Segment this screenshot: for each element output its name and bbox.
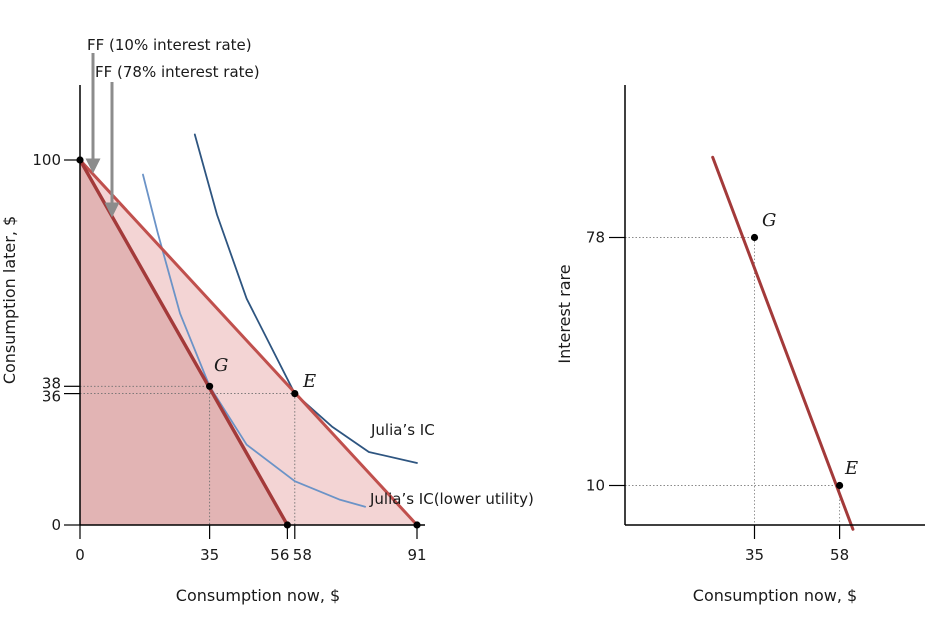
series-ff-78pct (78, 158, 290, 527)
point-x-intercept-10pct (413, 521, 421, 529)
point-e (291, 390, 299, 398)
annotation-ff-10pct: FF (10% interest rate) (87, 36, 252, 54)
y-tick-label: 36 (42, 388, 61, 406)
point-g (750, 233, 759, 242)
point-x-intercept-78pct (283, 521, 291, 529)
annotation-ff-78pct: FF (78% interest rate) (95, 63, 260, 81)
x-tick-label: 35 (200, 546, 219, 564)
point-y-intercept (76, 156, 84, 164)
x-ticks: 35 58 (745, 525, 849, 564)
annotation-julias-ic: Julia’s IC (370, 421, 435, 439)
right-chart: 10 78 35 58 G E Consumption now, $ Interes… (555, 85, 925, 605)
point-label-e: E (302, 371, 316, 392)
y-tick-label: 100 (32, 151, 61, 169)
annotation-julias-ic-lower-utility: Julia’s IC(lower utility) (369, 490, 534, 508)
point-label-e: E (844, 458, 858, 479)
x-axis-title: Consumption now, $ (176, 586, 340, 605)
x-tick-label: 56 (270, 546, 289, 564)
x-tick-label: 35 (745, 546, 764, 564)
y-ticks: 10 78 (586, 229, 625, 495)
point-label-g: G (762, 210, 776, 231)
y-tick-label: 38 (42, 374, 61, 392)
point-label-g: G (214, 355, 228, 376)
x-axis-title: Consumption now, $ (693, 586, 857, 605)
point-e (836, 481, 844, 490)
y-axis-title: Consumption later, $ (0, 216, 19, 384)
y-tick-label: 10 (586, 477, 605, 495)
x-tick-label: 91 (407, 546, 426, 564)
series-ff-10pct (78, 158, 419, 527)
x-ticks: 0 35 56 58 91 (75, 525, 427, 564)
x-tick-label: 58 (293, 546, 312, 564)
x-tick-label: 58 (830, 546, 849, 564)
point-g (206, 382, 214, 390)
x-tick-label: 0 (75, 546, 85, 564)
y-axis-title: Interest rare (555, 264, 574, 363)
series-interest-rate-line (711, 155, 855, 531)
y-tick-label: 78 (586, 229, 605, 247)
y-tick-label: 0 (51, 516, 61, 534)
